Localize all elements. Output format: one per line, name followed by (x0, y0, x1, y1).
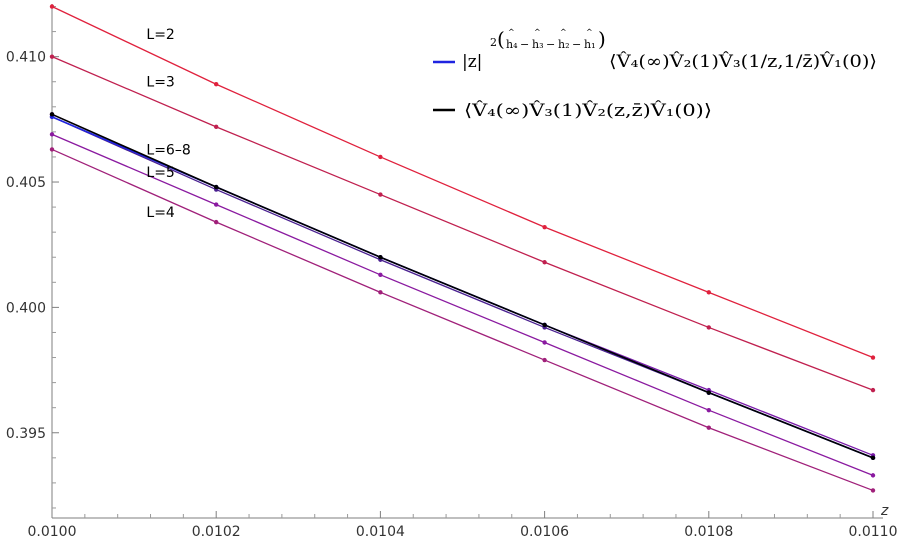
legend-sup-close: ) (598, 27, 606, 51)
data-point-1 (542, 260, 547, 265)
data-point-7 (870, 455, 876, 461)
legend: |z| 2 ( ^ h₄ − ^ h₃ − ^ h₂ − ^ h₁ ) ⟨V̂₄… (433, 27, 877, 121)
data-point-5 (706, 425, 711, 430)
series-line-0 (51, 5, 874, 359)
data-point-1 (49, 54, 55, 59)
legend-body-black: ⟨V̂₄(∞)V̂₃(1)V̂₂(z,z̄)V̂₁(0)⟩ (464, 101, 712, 121)
data-point-7 (378, 255, 383, 260)
data-point-1 (870, 387, 876, 393)
legend-sup-hat: ^ (534, 28, 541, 37)
curve-label: L=5 (146, 165, 174, 181)
data-point-0 (706, 290, 711, 295)
y-tick-label: 0.410 (6, 50, 46, 66)
data-point-7 (706, 390, 711, 395)
x-tick-label: 0.0100 (28, 524, 77, 540)
data-point-4 (378, 272, 383, 277)
data-point-5 (378, 290, 383, 295)
legend-sup-minus: − (572, 38, 581, 51)
curve-label: L=6–8 (146, 142, 190, 158)
legend-sup-open: ( (497, 27, 505, 51)
y-tick-label: 0.400 (6, 300, 46, 316)
data-point-0 (49, 4, 55, 9)
x-tick-label: 0.0104 (356, 524, 405, 540)
series-line-7 (51, 113, 874, 459)
data-point-5 (214, 219, 219, 225)
legend-sup-2: 2 (490, 36, 497, 49)
data-point-4 (49, 132, 55, 137)
data-point-0 (870, 355, 876, 360)
data-point-4 (214, 202, 219, 207)
x-tick-label: 0.0108 (684, 524, 733, 540)
x-axis-label: z (880, 503, 889, 519)
data-point-1 (706, 325, 711, 330)
series-line-3 (51, 113, 874, 456)
data-point-4 (706, 407, 711, 413)
series-line-4 (51, 133, 874, 476)
axes: 0.0100 0.0102 0.0104 0.0106 0.0108 0.0110 0.39… (6, 4, 898, 540)
data-point-0 (378, 154, 383, 160)
legend-sup-h3: h₃ (532, 38, 544, 51)
data-point-5 (870, 488, 876, 493)
x-tick-label: 0.0102 (192, 524, 241, 540)
legend-sup-h1: h₁ (584, 38, 596, 51)
curve-label: L=3 (146, 75, 174, 91)
series-line-1 (51, 56, 874, 391)
y-tick-label: 0.405 (6, 175, 46, 191)
legend-sup-h2: h₂ (558, 38, 570, 51)
curve-labels: L=2 L=3 L=6–8 L=5 L=4 (146, 27, 190, 221)
data-point-1 (214, 124, 219, 130)
data-point-7 (214, 184, 219, 190)
data-point-4 (870, 473, 876, 478)
data-point-4 (542, 340, 547, 345)
series-layer (49, 4, 876, 493)
data-point-1 (378, 192, 383, 197)
legend-sup-hat: ^ (560, 28, 567, 37)
series-line-5 (51, 148, 874, 492)
legend-body-blue: ⟨V̂₄(∞)V̂₂(1)V̂₃(1/z,1/z̄)V̂₁(0)⟩ (609, 52, 877, 72)
legend-sup-hat: ^ (586, 28, 593, 37)
legend-sup-hat: ^ (508, 28, 515, 37)
curve-label: L=4 (146, 205, 175, 221)
data-point-5 (49, 147, 55, 152)
legend-sup-h4: h₄ (506, 38, 518, 51)
x-tick-label: 0.0110 (849, 524, 898, 540)
data-point-5 (542, 357, 547, 363)
legend-sup-minus: − (520, 38, 529, 51)
data-point-7 (49, 112, 55, 117)
data-point-0 (542, 224, 547, 230)
y-tick-label: 0.395 (6, 426, 46, 442)
legend-prefix: |z| (462, 52, 482, 72)
legend-sup-minus: − (546, 38, 555, 51)
x-tick-label: 0.0106 (520, 524, 569, 540)
data-point-7 (542, 322, 547, 328)
data-point-0 (214, 82, 219, 87)
curve-label: L=2 (146, 27, 174, 43)
